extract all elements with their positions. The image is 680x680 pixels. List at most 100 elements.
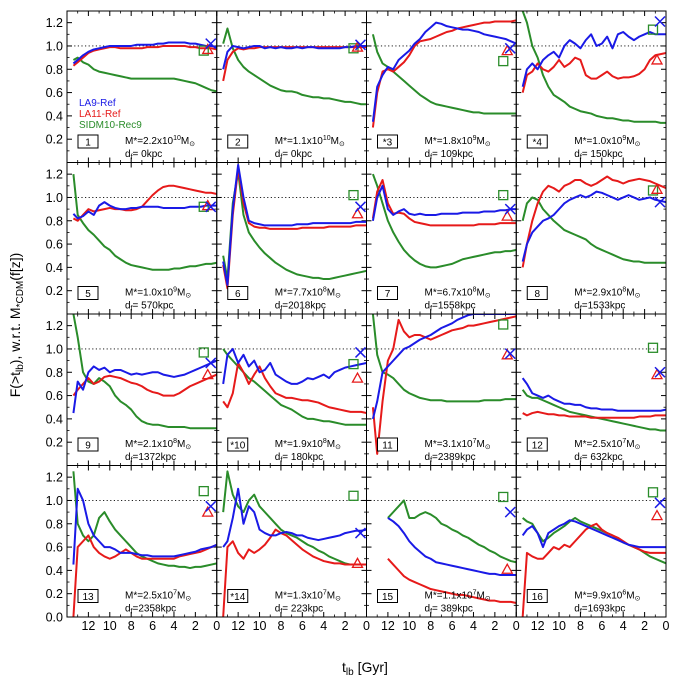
cross-marker [654,497,666,509]
y-tick-label: 0.8 [46,366,63,380]
x-axis-label: tlb [Gyr] [342,659,388,678]
square-marker [498,189,509,201]
series-line-blue [72,487,217,565]
y-tick-label: 0.8 [46,63,63,77]
series-line-green [72,314,217,430]
square-marker [348,189,359,201]
distance-label: df=2358kpc [125,604,176,616]
y-tick-label: 1.2 [46,471,63,485]
x-tick-label: 4 [320,619,327,633]
y-tick-label: 0.4 [46,109,63,123]
distance-label: df=1558kpc [425,301,476,313]
y-tick-label: 0.4 [46,564,63,578]
cross-marker [654,15,666,28]
panel-id: *14 [230,592,245,603]
series-line-green [521,196,666,264]
distance-label: df= 223kpc [275,604,323,616]
series-line-green [222,470,367,566]
x-tick-label: 12 [531,619,545,633]
panel-6: 6 M*=7.7x108M⊙df=2018kpc [216,162,367,315]
y-tick-label: 0.2 [46,587,63,601]
series-line-red [222,361,367,415]
y-tick-label: 1.2 [46,168,63,182]
x-tick-label: 6 [449,619,456,633]
series-group [371,173,517,269]
triangle-marker [201,505,214,517]
triangle-marker [201,368,214,380]
series-line-red [521,51,666,93]
series-group [222,470,367,617]
panel-id: 16 [532,592,544,603]
panel-14: *14 M*=1.3x107M⊙df= 223kpc [216,465,367,618]
triangle-marker [501,562,514,574]
mass-label: M*=1.9x108M⊙ [275,438,341,451]
x-tick-label: 2 [192,619,199,633]
panel-id: *10 [230,441,245,452]
x-tick-label: 8 [128,619,135,633]
distance-label: df= 150kpc [574,149,622,161]
x-tick-label: 6 [598,619,605,633]
panel-id-box [227,286,249,300]
panel-id-box [377,437,398,452]
square-marker [498,55,509,67]
mass-label: M*=2.2x1010M⊙ [125,135,195,148]
cross-marker [504,203,516,215]
panel-16: 16 M*=9.9x106M⊙df=1693kpc [515,465,667,618]
x-tick-label: 10 [103,619,117,633]
square-marker [348,490,359,501]
y-tick-label: 1.0 [46,342,63,356]
series-group [72,174,217,271]
series-group [222,347,367,426]
cross-marker [354,39,367,51]
mass-label: M*=2.1x108M⊙ [125,438,191,451]
panel-8: 8 M*=2.9x108M⊙df=1533kpc [515,162,667,315]
x-tick-label: 8 [277,619,284,633]
mass-label: M*=1.8x109M⊙ [425,135,491,148]
distance-label: df= 180kpc [275,452,323,464]
series-line-green [371,34,517,115]
series-line-green [387,499,517,564]
square-marker [647,342,659,353]
mass-label: M*=3.1x107M⊙ [425,438,491,451]
panel-id: 11 [382,441,393,452]
series-line-blue [222,347,367,385]
distance-label: df= 0kpc [125,149,162,161]
panel-4: *4 M*=1.0x109M⊙df= 150kpc [515,10,667,163]
mass-label: M*=2.9x108M⊙ [574,287,640,300]
series-group [72,471,217,617]
panel-id-box [526,437,548,452]
y-tick-label: 0.4 [46,412,63,426]
legend-entry: LA9-Ref [79,98,116,109]
triangle-marker [501,209,514,221]
x-tick-label: 6 [299,619,306,633]
panel-id-box [526,589,548,603]
panel-id: 6 [235,289,241,300]
series-line-green [72,174,217,271]
series-line-red [222,167,367,290]
x-tick-label: 6 [149,619,156,633]
series-line-blue [222,44,367,70]
distance-label: df= 109kpc [425,149,473,161]
x-tick-label: 12 [231,619,245,633]
cross-marker [504,506,516,518]
series-group [72,314,217,430]
y-tick-label: 0.0 [46,611,63,625]
series-line-green [222,170,367,281]
mass-label: M*=6.7x108M⊙ [425,287,491,300]
series-group [371,314,517,455]
series-group [72,41,217,93]
y-axis-label: F(>tlb), w.r.t. M*CDM(f[z]) [7,253,26,398]
y-tick-label: 0.6 [46,389,63,403]
y-tick-label: 1.0 [46,39,63,53]
panel-id-box [77,134,99,149]
mass-label: M*=1.1x1010M⊙ [275,135,345,148]
cross-marker [205,500,217,512]
series-group [521,377,666,432]
mass-label: M*=1.3x107M⊙ [275,590,341,603]
series-line-red [222,46,367,82]
square-marker [198,201,209,212]
panel-id-box [227,589,249,603]
x-tick-label: 10 [402,619,416,633]
series-group [371,19,517,128]
